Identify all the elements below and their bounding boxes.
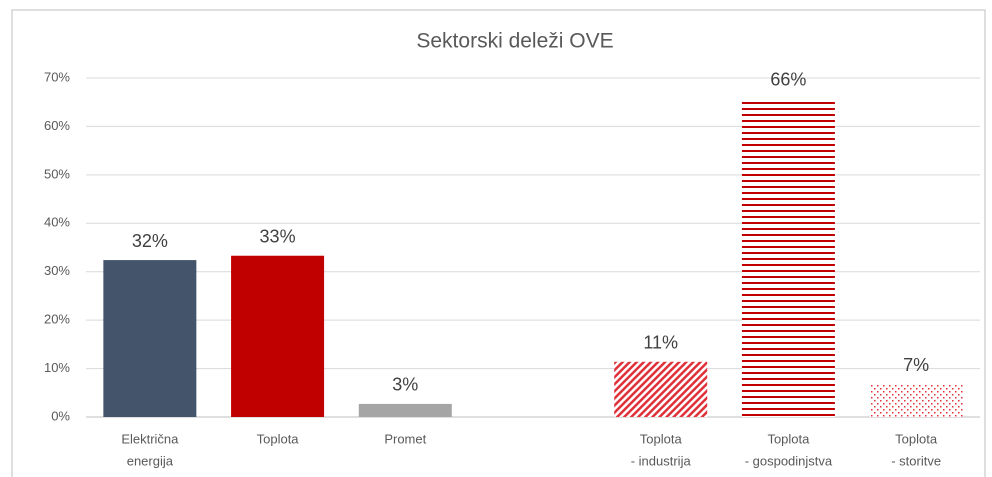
x-tick-label: Toplota — [895, 431, 938, 446]
x-tick-label: - gospodinjstva — [745, 453, 833, 468]
x-tick-label: Električna — [121, 431, 179, 446]
bar — [231, 255, 325, 417]
y-tick-label: 70% — [44, 69, 70, 84]
data-label: 32% — [132, 231, 168, 251]
y-tick-label: 0% — [51, 408, 70, 423]
data-label: 33% — [260, 226, 296, 246]
chart-title: Sektorski deleži OVE — [416, 30, 613, 53]
y-tick-label: 30% — [44, 263, 70, 278]
data-label: 66% — [770, 70, 806, 90]
bar — [614, 361, 708, 417]
x-tick-label: energija — [127, 453, 174, 468]
bar — [869, 384, 963, 417]
data-label: 11% — [643, 333, 678, 353]
x-tick-label: Promet — [384, 431, 426, 446]
x-tick-label: - storitve — [891, 453, 941, 468]
frame — [11, 9, 986, 477]
bar — [741, 98, 835, 418]
data-label: 3% — [392, 375, 418, 395]
y-tick-label: 10% — [44, 360, 70, 375]
x-tick-label: Toplota — [257, 431, 300, 446]
x-tick-label: Toplota — [640, 431, 683, 446]
x-tick-label: Toplota — [767, 431, 810, 446]
y-tick-label: 60% — [44, 118, 70, 133]
data-label: 7% — [903, 355, 929, 375]
bar — [103, 260, 197, 417]
y-tick-label: 50% — [44, 166, 70, 181]
y-tick-label: 40% — [44, 215, 70, 230]
x-tick-label: - industrija — [631, 453, 692, 468]
y-tick-label: 20% — [44, 312, 70, 327]
bar — [358, 403, 452, 417]
